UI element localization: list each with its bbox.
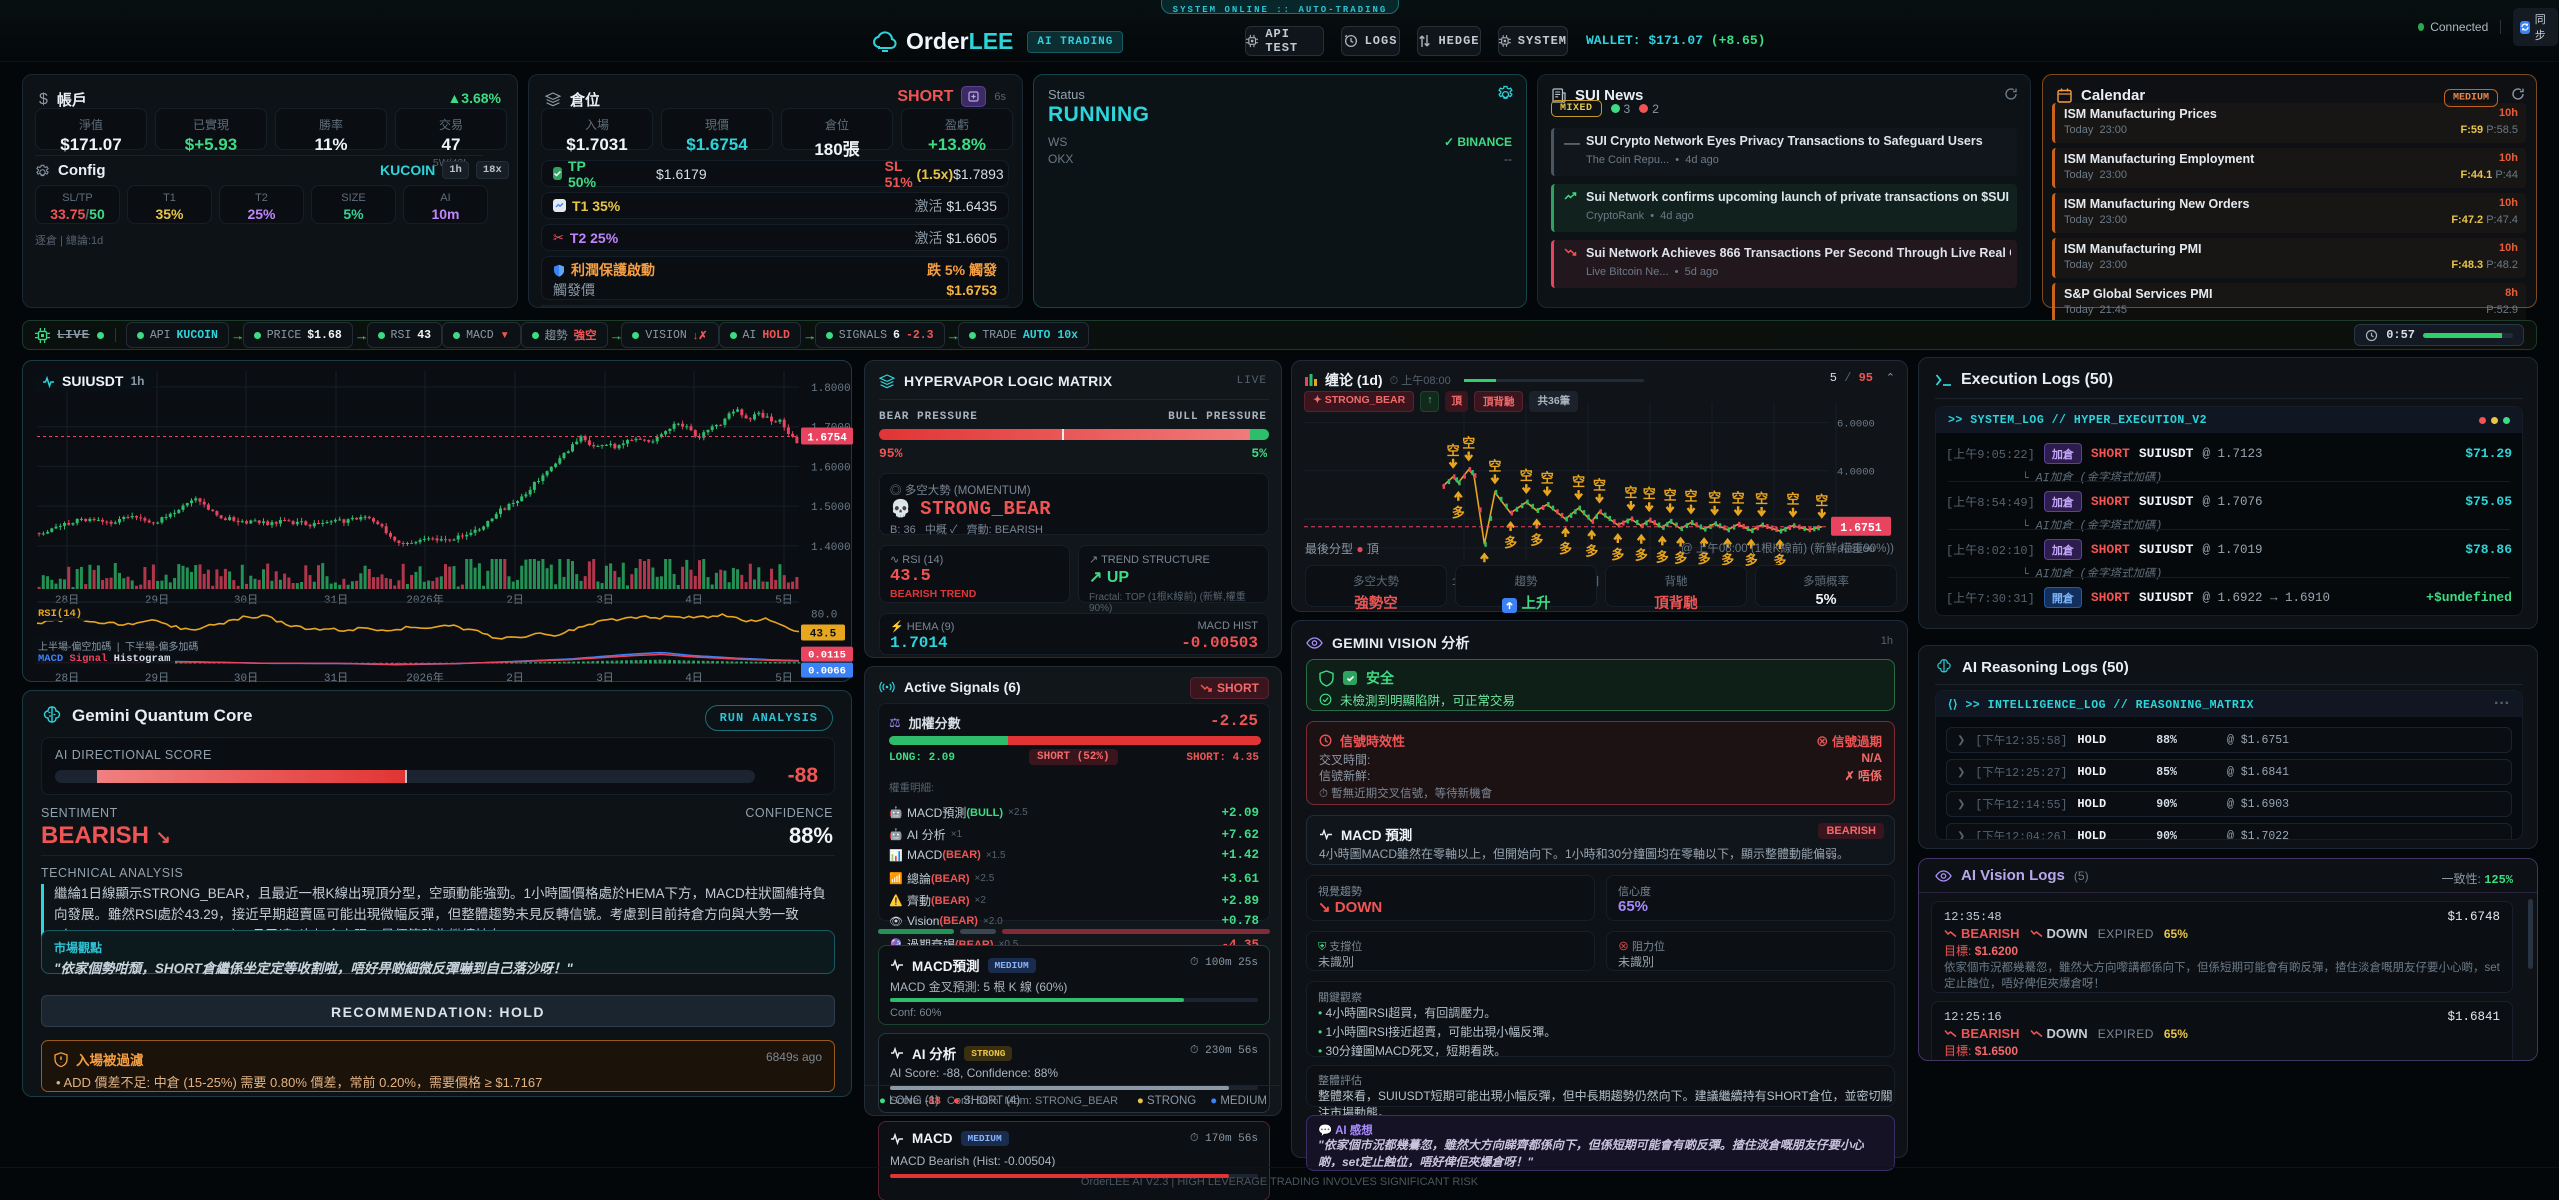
svg-text:空: 空 [1815, 493, 1828, 508]
svg-text:2026年: 2026年 [406, 670, 443, 683]
svg-text:2日: 2日 [506, 594, 524, 607]
svg-text:空: 空 [1572, 474, 1585, 489]
svg-text:空: 空 [1447, 443, 1460, 458]
svg-text:多: 多 [1635, 548, 1648, 563]
svg-text:4.0000: 4.0000 [1837, 467, 1875, 479]
svg-text:空: 空 [1488, 458, 1501, 473]
svg-text:6.0000: 6.0000 [1837, 419, 1875, 431]
svg-text:多: 多 [1611, 547, 1624, 562]
svg-text:4日: 4日 [685, 672, 703, 683]
svg-text:空: 空 [1684, 489, 1697, 504]
svg-text:多: 多 [1530, 533, 1543, 548]
svg-text:多: 多 [1674, 551, 1687, 566]
svg-text:多: 多 [1504, 535, 1517, 550]
svg-text:30日: 30日 [234, 672, 258, 683]
svg-text:28日: 28日 [55, 594, 79, 607]
svg-text:空: 空 [1786, 492, 1799, 507]
svg-text:2026年: 2026年 [406, 592, 443, 607]
svg-text:多: 多 [1559, 541, 1572, 556]
svg-text:空: 空 [1541, 471, 1554, 486]
svg-text:28日: 28日 [55, 672, 79, 683]
svg-text:5日: 5日 [775, 594, 793, 607]
svg-text:3日: 3日 [596, 672, 614, 683]
svg-text:空: 空 [1755, 491, 1768, 506]
svg-text:空: 空 [1664, 487, 1677, 502]
svg-text:1.5000: 1.5000 [811, 502, 851, 514]
svg-text:多: 多 [1698, 551, 1711, 566]
svg-text:0.0066: 0.0066 [808, 666, 846, 678]
svg-text:3日: 3日 [596, 594, 614, 607]
svg-text:29日: 29日 [145, 672, 169, 683]
svg-text:空: 空 [1708, 490, 1721, 505]
svg-text:多: 多 [1773, 553, 1786, 568]
svg-text:空: 空 [1462, 436, 1475, 451]
svg-text:空: 空 [1520, 468, 1533, 483]
svg-text:1.4000: 1.4000 [811, 542, 851, 554]
svg-text:空: 空 [1643, 486, 1656, 501]
svg-text:5日: 5日 [775, 672, 793, 683]
svg-text:0.8000: 0.8000 [1837, 544, 1875, 556]
svg-text:1.6751: 1.6751 [1840, 522, 1882, 535]
svg-text:空: 空 [1624, 485, 1637, 500]
svg-text:43.5: 43.5 [810, 629, 837, 641]
svg-text:29日: 29日 [145, 594, 169, 607]
svg-text:空: 空 [1732, 490, 1745, 505]
svg-text:1.6754: 1.6754 [807, 433, 847, 445]
svg-text:31日: 31日 [324, 594, 348, 607]
svg-text:4日: 4日 [685, 594, 703, 607]
svg-text:多: 多 [1721, 552, 1734, 567]
svg-text:1.6000: 1.6000 [811, 462, 851, 474]
svg-text:多: 多 [1452, 505, 1465, 520]
svg-text:80.0: 80.0 [811, 609, 837, 621]
svg-text:30日: 30日 [234, 594, 258, 607]
svg-text:多: 多 [1745, 553, 1758, 568]
svg-text:空: 空 [1593, 478, 1606, 493]
svg-text:多: 多 [1656, 549, 1669, 564]
svg-text:1.8000: 1.8000 [811, 383, 851, 395]
svg-text:多: 多 [1585, 543, 1598, 558]
svg-text:2日: 2日 [506, 672, 524, 683]
svg-text:31日: 31日 [324, 672, 348, 683]
svg-text:0.0115: 0.0115 [808, 650, 846, 662]
